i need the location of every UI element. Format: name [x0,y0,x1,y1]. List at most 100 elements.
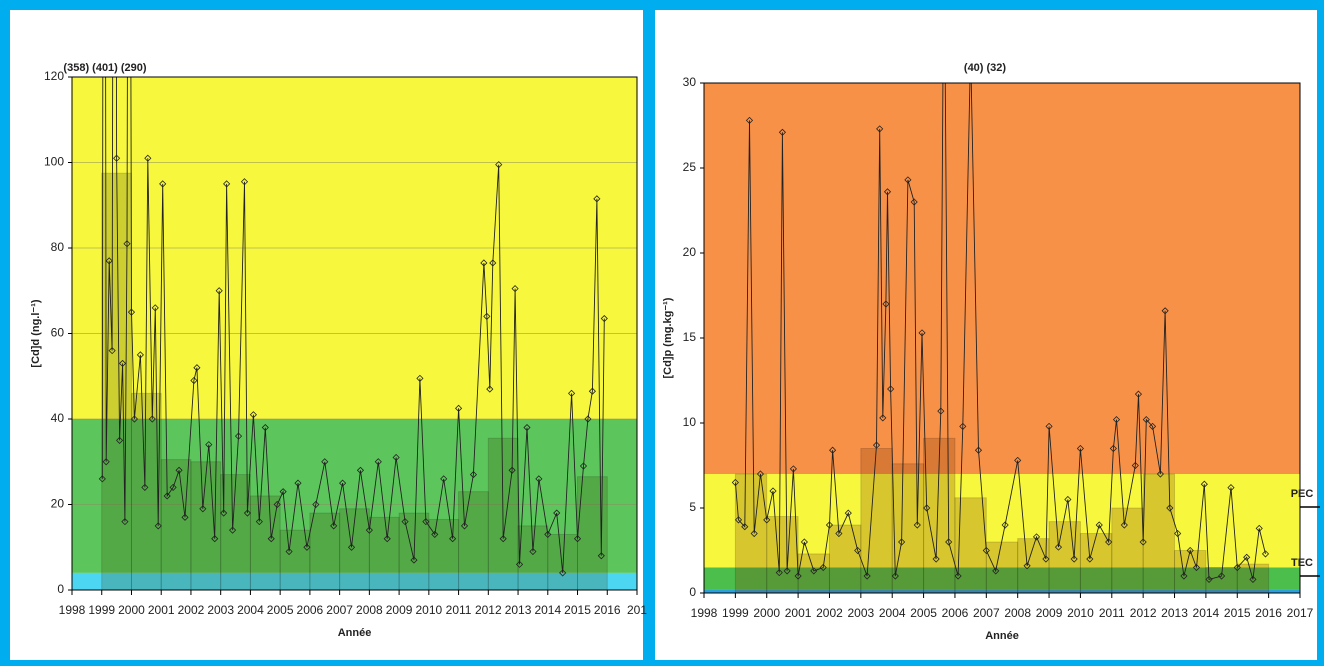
x-tick-label: 2016 [1255,606,1282,620]
annual-mean-bar [1111,507,1144,593]
x-tick-label: 2017 [1287,606,1314,620]
data-point [810,567,818,575]
data-point [431,530,439,538]
data-point [1054,543,1063,551]
series-line [101,77,605,573]
x-tick-label: 2010 [1067,606,1094,620]
data-point [1014,456,1022,464]
data-point [1120,521,1128,529]
x-tick-label: 2007 [326,603,353,617]
data-point [1192,563,1201,572]
data-point [913,521,921,529]
data-point [1243,553,1251,561]
data-point [148,415,156,423]
data-point [255,518,263,526]
data-point [339,479,347,487]
data-point [1064,495,1072,504]
data-point [1086,555,1094,563]
data-point [1134,390,1143,398]
data-point [745,116,754,124]
annual-mean-bar [828,524,862,593]
x-tick-label: 2000 [753,606,780,620]
data-point [102,458,110,466]
x-tick-label: 2008 [356,603,383,617]
data-point [460,522,469,530]
data-point [508,466,516,474]
data-point [175,466,183,474]
data-point [440,475,448,483]
x-tick-label: 2012 [1130,606,1157,620]
data-point [1045,422,1053,430]
data-point [763,516,771,524]
data-point [1227,484,1235,492]
data-point [1218,572,1226,580]
data-point [898,538,906,546]
data-point [1261,550,1270,558]
x-axis-label: Année [985,630,1019,642]
x-tick-label: 2005 [910,606,937,620]
data-point [1233,563,1241,572]
data-point [887,385,895,393]
plot-border [703,82,1301,594]
data-point [910,198,918,206]
data-point [312,500,320,509]
x-tick-label: 2014 [1193,606,1220,620]
data-point [854,546,862,555]
data-point [1076,444,1084,453]
data-point [449,535,457,543]
data-point [523,423,531,432]
data-point [974,446,983,454]
data-point [750,529,758,538]
zone [704,589,1300,593]
data-point [267,535,275,543]
data-point [945,538,953,546]
x-tick-label: 2005 [267,603,294,617]
data-point [321,458,329,466]
data-point [1166,504,1174,512]
data-point [190,376,198,385]
data-point [876,125,884,133]
data-point [141,483,149,491]
data-point [169,483,177,491]
data-point [116,436,124,444]
data-point [829,446,837,454]
data-point [959,422,967,430]
x-tick-label: 2009 [1036,606,1063,620]
data-point [127,308,136,316]
data-point [1112,416,1121,424]
data-point [1180,572,1188,580]
zone [704,567,1300,590]
data-point [401,518,409,526]
data-point [154,522,162,530]
annual-mean-bar [428,518,460,590]
data-point [98,475,106,483]
data-point [1105,538,1113,546]
data-point [734,516,743,524]
data-point [499,535,507,543]
annual-mean-bar [985,541,1019,593]
data-point [584,415,592,423]
x-tick-label: 1999 [88,603,115,617]
y-tick-label: 15 [683,330,697,344]
data-point [872,441,881,449]
data-point [455,404,463,412]
data-point [579,462,588,470]
data-point [495,161,503,169]
annual-mean-bar [954,497,987,593]
y-axis-label: [Cd]p (mg.kg⁻¹) [662,297,674,378]
data-point [982,546,990,555]
data-point [769,487,777,495]
x-tick-label: 2003 [847,606,874,620]
x-tick-label: 2004 [237,603,264,617]
data-point [130,415,139,423]
annual-mean-bar [766,516,799,593]
data-point [529,547,537,556]
data-point [123,240,131,248]
x-tick-label: 2010 [415,603,442,617]
data-point [863,572,871,580]
data-point [535,475,543,483]
y-tick-label: 80 [51,240,65,254]
y-tick-label: 40 [51,411,65,425]
data-point [483,312,491,320]
